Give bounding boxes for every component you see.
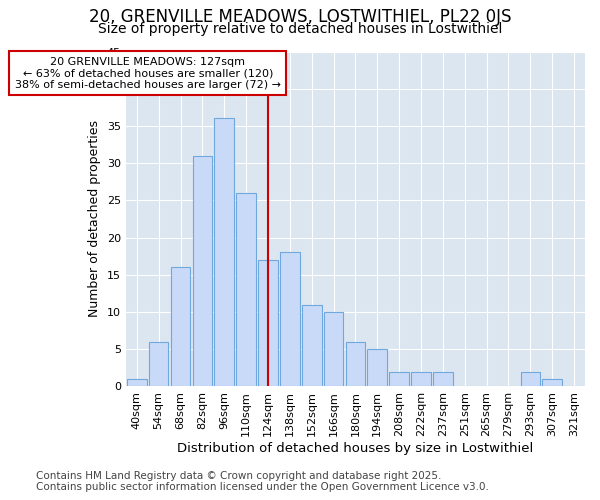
Bar	[214, 118, 234, 386]
Bar	[149, 342, 169, 386]
Bar	[542, 379, 562, 386]
Bar	[236, 193, 256, 386]
X-axis label: Distribution of detached houses by size in Lostwithiel: Distribution of detached houses by size …	[178, 442, 533, 455]
Bar	[367, 349, 387, 387]
Bar	[127, 379, 146, 386]
Text: Size of property relative to detached houses in Lostwithiel: Size of property relative to detached ho…	[98, 22, 502, 36]
Bar	[389, 372, 409, 386]
Bar	[346, 342, 365, 386]
Bar	[302, 304, 322, 386]
Bar	[324, 312, 343, 386]
Text: 20, GRENVILLE MEADOWS, LOSTWITHIEL, PL22 0JS: 20, GRENVILLE MEADOWS, LOSTWITHIEL, PL22…	[89, 8, 511, 26]
Text: 20 GRENVILLE MEADOWS: 127sqm
← 63% of detached houses are smaller (120)
38% of s: 20 GRENVILLE MEADOWS: 127sqm ← 63% of de…	[15, 56, 281, 90]
Bar	[411, 372, 431, 386]
Bar	[258, 260, 278, 386]
Text: Contains HM Land Registry data © Crown copyright and database right 2025.
Contai: Contains HM Land Registry data © Crown c…	[36, 471, 489, 492]
Bar	[521, 372, 540, 386]
Bar	[170, 268, 190, 386]
Bar	[193, 156, 212, 386]
Bar	[433, 372, 453, 386]
Bar	[280, 252, 299, 386]
Y-axis label: Number of detached properties: Number of detached properties	[88, 120, 101, 318]
